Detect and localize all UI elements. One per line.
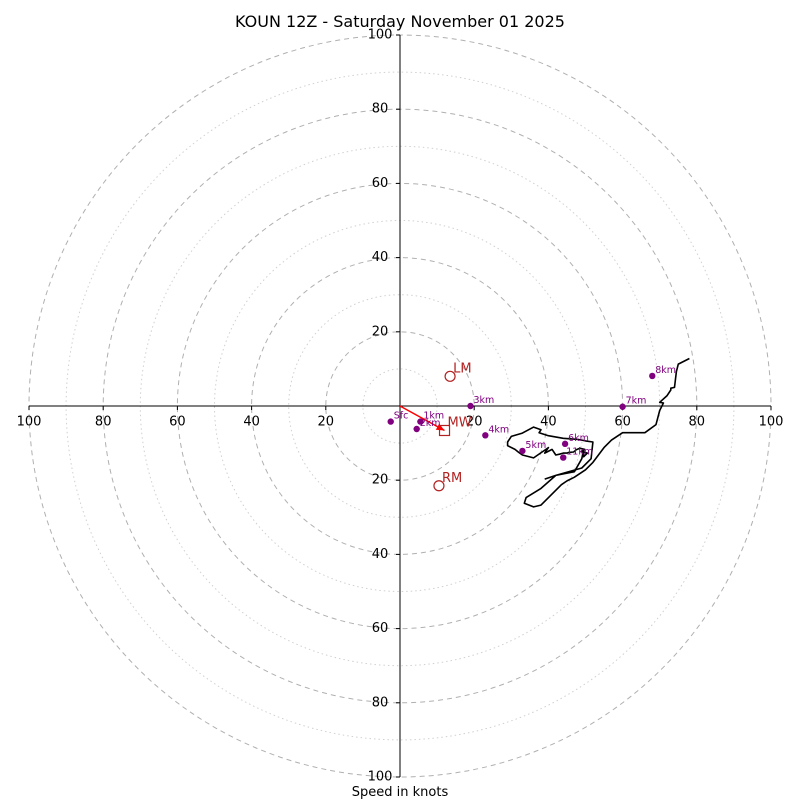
- x-tick-label: 80: [689, 415, 706, 430]
- storm-square-marker: [438, 424, 451, 437]
- altitude-dot: [619, 403, 626, 410]
- y-tick-label: 20: [372, 324, 389, 339]
- altitude-marker: 8km: [649, 365, 676, 380]
- storm-motion-mw: MW: [438, 415, 472, 437]
- altitude-label: Sfc: [394, 411, 409, 422]
- x-tick-label: 40: [243, 415, 260, 430]
- y-tick-label: 60: [372, 176, 389, 191]
- altitude-dot: [467, 402, 474, 410]
- altitude-marker: 1km: [417, 411, 444, 425]
- x-tick-label: 60: [169, 415, 186, 430]
- altitude-label: 11km: [566, 447, 593, 458]
- altitude-label: 5km: [525, 440, 546, 451]
- altitude-dot: [387, 418, 394, 425]
- y-tick-label: 20: [372, 473, 389, 488]
- altitude-marker: 6km: [561, 433, 589, 448]
- altitude-marker: 4km: [482, 424, 509, 439]
- altitude-label: 6km: [568, 433, 589, 444]
- x-tick-label: 60: [614, 415, 631, 430]
- x-tick-label: 40: [540, 415, 557, 430]
- altitude-label: 3km: [473, 395, 494, 406]
- altitude-marker: Sfc: [387, 411, 409, 425]
- x-tick-label: 80: [95, 415, 112, 430]
- x-tick-label: 20: [318, 415, 335, 430]
- y-tick-label: 80: [372, 102, 389, 117]
- y-tick-label: 60: [372, 621, 389, 636]
- altitude-dot: [417, 418, 424, 425]
- altitude-dot: [413, 425, 420, 433]
- y-tick-label: 100: [368, 770, 393, 785]
- storm-motion-rm: RM: [433, 471, 462, 492]
- storm-motion-markers: LM MW RM: [433, 361, 472, 492]
- x-tick-label: 100: [17, 415, 42, 430]
- chart-title: KOUN 12Z - Saturday November 01 2025: [235, 12, 565, 31]
- x-axis-label: Speed in knots: [352, 785, 449, 800]
- x-tick-label: 20: [466, 415, 483, 430]
- y-tick-label: 40: [372, 250, 389, 265]
- shear-arrow-line: [399, 405, 445, 432]
- altitude-label: 7km: [626, 396, 647, 407]
- x-tick-label: 100: [759, 415, 784, 430]
- altitude-dot: [649, 372, 656, 380]
- tick-labels: 100 80 60 40 20 20 40 60 80 100 100 80 60 40 20 20 40 60 8…: [17, 28, 784, 785]
- y-tick-label: 40: [372, 547, 389, 562]
- altitude-dot: [560, 454, 567, 461]
- altitude-dot: [482, 432, 489, 439]
- altitude-marker: 7km: [619, 396, 646, 410]
- storm-motion-label: RM: [442, 471, 462, 486]
- altitude-label: 1km: [423, 411, 444, 422]
- y-tick-label: 80: [372, 695, 389, 710]
- altitude-marker: 3km: [467, 395, 494, 410]
- storm-motion-label: LM: [453, 361, 471, 376]
- storm-motion-label: MW: [448, 415, 472, 430]
- altitude-marker: 11km: [560, 447, 593, 461]
- altitude-dot: [519, 447, 526, 455]
- hodograph-trace: [506, 357, 690, 508]
- altitude-marker: 5km: [519, 440, 546, 455]
- altitude-dot: [561, 440, 569, 448]
- y-tick-label: 100: [368, 28, 393, 43]
- storm-circle-marker: [444, 370, 456, 382]
- altitude-label: 4km: [488, 424, 509, 435]
- shear-arrow-head: [435, 423, 445, 431]
- storm-motion-lm: LM: [444, 361, 472, 382]
- altitude-marker: 2km: [413, 418, 441, 433]
- altitude-label: 2km: [420, 418, 441, 429]
- wind-profile: [399, 357, 690, 508]
- storm-circle-marker: [433, 480, 445, 492]
- altitude-label: 8km: [655, 365, 676, 376]
